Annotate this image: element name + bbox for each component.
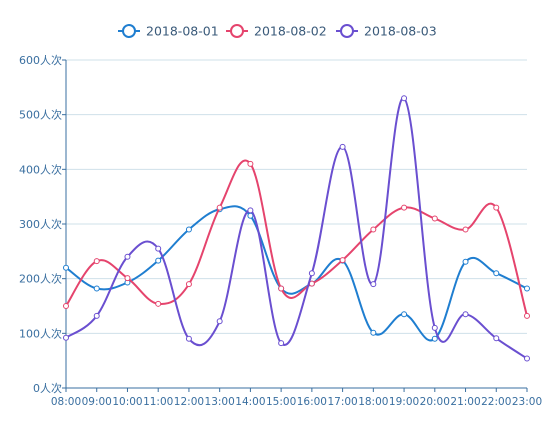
y-tick-label: 500人次 (19, 108, 62, 122)
x-tick-label: 08:00 (51, 396, 81, 408)
data-point (124, 275, 131, 282)
data-point (370, 329, 377, 336)
axes: 0人次 100人次 200人次 300人次 400人次 500人次 600人次 08:00 09… (19, 53, 542, 408)
y-tick-label: 0人次 (33, 381, 62, 395)
data-point (185, 335, 192, 342)
y-tick-label: 100人次 (19, 326, 62, 340)
y-tick-label: 300人次 (19, 217, 62, 231)
legend: 2018-08-01 2018-08-02 2018-08-03 (118, 24, 437, 39)
series-3 (63, 95, 530, 362)
data-point (216, 204, 223, 211)
legend-item-1: 2018-08-01 (118, 24, 219, 39)
legend-marker (230, 24, 244, 38)
legend-label: 2018-08-02 (254, 24, 327, 39)
x-tick-label: 18:00 (358, 396, 388, 408)
data-point (401, 204, 408, 211)
x-tick-label: 16:00 (297, 396, 327, 408)
data-point (63, 303, 69, 309)
x-tick-label: 11:00 (143, 396, 173, 408)
data-point (401, 311, 408, 318)
data-point (63, 264, 69, 271)
x-tick-label: 10:00 (112, 396, 142, 408)
data-point (493, 335, 500, 342)
data-point (247, 212, 254, 219)
x-tick-label: 15:00 (266, 396, 296, 408)
data-point (247, 207, 254, 214)
data-point (155, 257, 162, 264)
data-point (93, 258, 100, 265)
data-point (493, 270, 500, 277)
data-point (339, 143, 346, 150)
x-tick-label: 17:00 (327, 396, 357, 408)
legend-item-3: 2018-08-03 (336, 24, 437, 39)
data-point (93, 312, 100, 319)
series-2 (63, 159, 530, 319)
data-point (524, 355, 530, 362)
data-point (185, 226, 192, 233)
grid-lines (66, 59, 527, 334)
x-tick-label: 13:00 (205, 396, 235, 408)
x-tick-label: 12:00 (174, 396, 204, 408)
data-point (124, 253, 131, 260)
legend-item-2: 2018-08-02 (226, 24, 327, 39)
y-tick-label: 200人次 (19, 272, 62, 286)
data-point (462, 258, 469, 265)
data-point (278, 340, 285, 347)
data-point (370, 226, 377, 233)
x-tick-label: 22:00 (481, 396, 511, 408)
data-point (462, 311, 469, 318)
x-tick-label: 23:00 (512, 396, 542, 408)
legend-label: 2018-08-03 (364, 24, 437, 39)
data-point (462, 226, 469, 233)
data-point (431, 335, 438, 342)
data-point (370, 281, 377, 288)
legend-marker (340, 24, 354, 38)
data-point (401, 95, 408, 102)
data-point (524, 312, 530, 319)
y-tick-label: 600人次 (19, 53, 62, 67)
data-point (216, 318, 223, 325)
data-point (185, 281, 192, 288)
x-tick-label: 20:00 (420, 396, 450, 408)
series-1 (63, 205, 530, 342)
data-point (524, 285, 530, 292)
data-point (155, 300, 162, 307)
data-point (155, 245, 162, 252)
y-tick-label: 400人次 (19, 162, 62, 176)
x-tick-label: 19:00 (389, 396, 419, 408)
data-point (63, 334, 69, 341)
data-point (493, 204, 500, 211)
data-point (339, 257, 346, 264)
series-group (63, 95, 530, 362)
data-point (431, 215, 438, 222)
legend-marker (122, 24, 136, 38)
data-point (431, 324, 438, 331)
series-line (65, 205, 528, 342)
data-point (247, 160, 254, 167)
data-point (278, 285, 285, 292)
data-point (93, 285, 100, 292)
x-tick-label: 14:00 (235, 396, 265, 408)
legend-label: 2018-08-01 (146, 24, 219, 39)
data-point (308, 270, 315, 277)
series-line (65, 159, 528, 317)
x-tick-label: 09:00 (82, 396, 112, 408)
x-tick-label: 21:00 (450, 396, 480, 408)
